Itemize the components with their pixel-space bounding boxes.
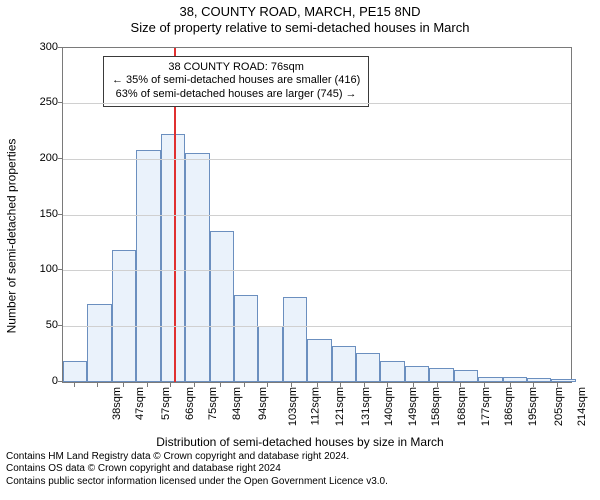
x-tick-label: 131sqm	[360, 387, 372, 426]
y-tick-mark	[58, 158, 62, 159]
y-tick-mark	[58, 47, 62, 48]
x-tick-label: 47sqm	[134, 387, 146, 420]
histogram-bar	[87, 304, 111, 382]
y-tick-label: 250	[18, 96, 58, 108]
histogram-bar	[380, 361, 404, 381]
title-line-1: 38, COUNTY ROAD, MARCH, PE15 8ND	[0, 4, 600, 20]
y-tick-label: 150	[18, 208, 58, 220]
histogram-bar	[258, 326, 282, 382]
histogram-bar	[63, 361, 87, 381]
histogram-bar	[234, 295, 258, 382]
x-tick-mark	[533, 383, 534, 387]
x-axis-label: Distribution of semi-detached houses by …	[0, 435, 600, 449]
x-tick-label: 103sqm	[287, 387, 299, 426]
x-tick-label: 38sqm	[111, 387, 123, 420]
y-tick-label: 50	[18, 319, 58, 331]
histogram-bar	[283, 297, 307, 382]
x-tick-label: 195sqm	[527, 387, 539, 426]
x-tick-mark	[244, 383, 245, 387]
annotation-box: 38 COUNTY ROAD: 76sqm ← 35% of semi-deta…	[103, 56, 369, 107]
histogram-bar	[478, 377, 502, 381]
x-tick-mark	[364, 383, 365, 387]
x-tick-mark	[291, 383, 292, 387]
histogram-bar	[210, 231, 234, 381]
x-tick-mark	[437, 383, 438, 387]
x-tick-mark	[510, 383, 511, 387]
x-tick-mark	[170, 383, 171, 387]
x-tick-mark	[147, 383, 148, 387]
y-tick-label: 300	[18, 41, 58, 53]
histogram-bar	[405, 366, 429, 382]
x-tick-mark	[194, 383, 195, 387]
attribution-footer: Contains HM Land Registry data © Crown c…	[0, 449, 600, 489]
x-tick-label: 149sqm	[407, 387, 419, 426]
x-tick-label: 177sqm	[480, 387, 492, 426]
y-axis-label: Number of semi-detached properties	[5, 138, 19, 333]
gridline	[63, 215, 571, 216]
y-tick-label: 200	[18, 152, 58, 164]
histogram-bar	[332, 346, 356, 382]
annotation-line-2: ← 35% of semi-detached houses are smalle…	[112, 74, 360, 88]
x-tick-label: 94sqm	[257, 387, 269, 420]
x-tick-label: 57sqm	[160, 387, 172, 420]
x-tick-mark	[267, 383, 268, 387]
annotation-line-3: 63% of semi-detached houses are larger (…	[112, 88, 360, 102]
histogram-bar	[307, 339, 331, 381]
histogram-bar	[185, 153, 209, 381]
footer-line-1: Contains HM Land Registry data © Crown c…	[6, 451, 594, 464]
x-tick-mark	[340, 383, 341, 387]
x-tick-label: 205sqm	[553, 387, 565, 426]
histogram-bar	[454, 370, 478, 381]
gridline	[63, 159, 571, 160]
x-tick-label: 66sqm	[184, 387, 196, 420]
y-tick-mark	[58, 214, 62, 215]
chart-area: Number of semi-detached properties 38 CO…	[0, 37, 600, 435]
y-tick-mark	[58, 102, 62, 103]
x-tick-mark	[484, 383, 485, 387]
gridline	[63, 103, 571, 104]
x-tick-mark	[220, 383, 221, 387]
x-tick-label: 168sqm	[456, 387, 468, 426]
y-tick-mark	[58, 381, 62, 382]
x-tick-label: 84sqm	[231, 387, 243, 420]
x-tick-label: 214sqm	[577, 387, 589, 426]
y-tick-label: 0	[18, 375, 58, 387]
histogram-bar	[136, 150, 160, 382]
x-tick-mark	[387, 383, 388, 387]
y-tick-mark	[58, 325, 62, 326]
x-tick-label: 112sqm	[309, 387, 321, 425]
x-tick-mark	[413, 383, 414, 387]
histogram-bar	[551, 379, 575, 381]
footer-line-3: Contains public sector information licen…	[6, 476, 594, 489]
annotation-line-1: 38 COUNTY ROAD: 76sqm	[112, 61, 360, 75]
histogram-bar	[161, 134, 185, 381]
x-tick-mark	[74, 383, 75, 387]
x-tick-mark	[460, 383, 461, 387]
gridline	[63, 270, 571, 271]
histogram-bar	[527, 378, 551, 381]
x-tick-label: 140sqm	[383, 387, 395, 426]
x-tick-label: 121sqm	[334, 387, 346, 426]
x-tick-mark	[557, 383, 558, 387]
x-tick-label: 75sqm	[207, 387, 219, 420]
y-tick-label: 100	[18, 263, 58, 275]
title-line-2: Size of property relative to semi-detach…	[0, 20, 600, 36]
gridline	[63, 326, 571, 327]
histogram-bar	[356, 353, 380, 382]
x-tick-mark	[97, 383, 98, 387]
footer-line-2: Contains OS data © Crown copyright and d…	[6, 463, 594, 476]
chart-title-block: 38, COUNTY ROAD, MARCH, PE15 8ND Size of…	[0, 0, 600, 37]
x-tick-mark	[317, 383, 318, 387]
histogram-bar	[429, 368, 453, 381]
y-tick-mark	[58, 269, 62, 270]
plot-area: 38 COUNTY ROAD: 76sqm ← 35% of semi-deta…	[62, 47, 572, 383]
histogram-bar	[503, 377, 527, 381]
x-tick-label: 158sqm	[430, 387, 442, 426]
x-tick-mark	[123, 383, 124, 387]
x-tick-label: 186sqm	[503, 387, 515, 426]
